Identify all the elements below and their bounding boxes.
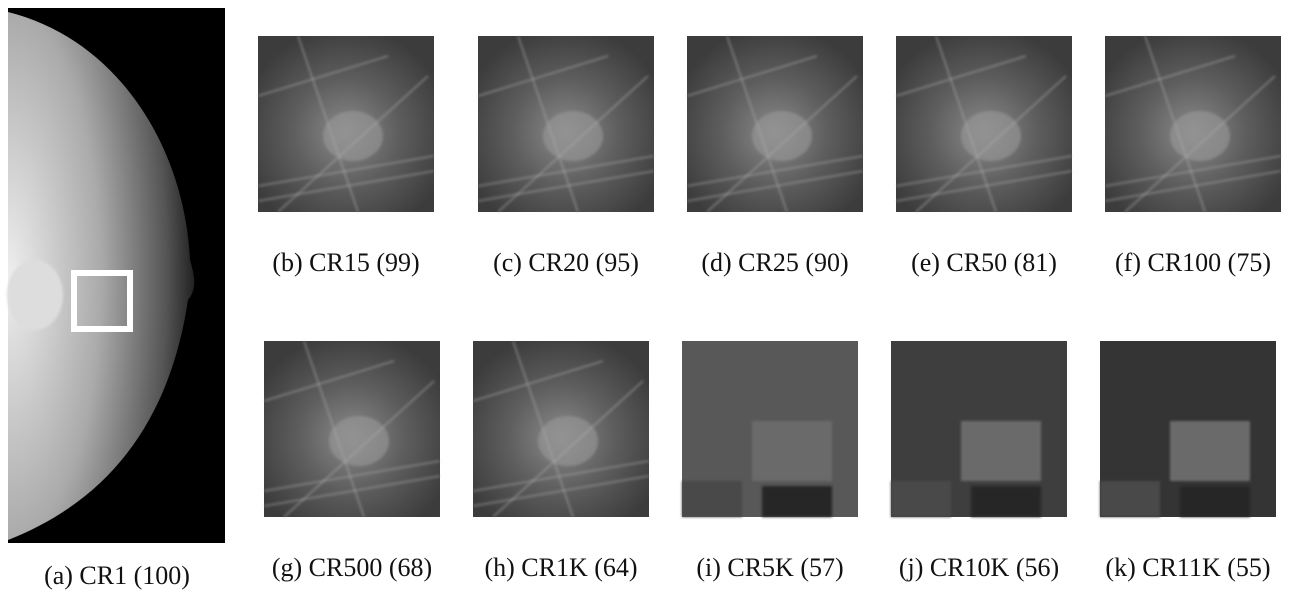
crop-image (891, 341, 1067, 517)
crop-image (682, 341, 858, 517)
block (762, 486, 832, 517)
crop-image (1100, 341, 1276, 517)
block (682, 481, 742, 517)
caption: (f) CR100 (75) (1115, 248, 1271, 277)
crop-image (258, 36, 434, 212)
crop-image (896, 36, 1072, 212)
caption: (h) CR1K (64) (484, 553, 637, 582)
block (1170, 421, 1250, 481)
figure: (a) CR1 (100) (b) CR15 (99) (c) CR20 (95)… (0, 0, 1306, 597)
caption: (e) CR50 (81) (911, 248, 1057, 277)
mammogram (7, 8, 225, 543)
caption: (c) CR20 (95) (493, 248, 639, 277)
block (891, 481, 951, 517)
crop-image (687, 36, 863, 212)
block (1100, 481, 1160, 517)
caption: (i) CR5K (57) (696, 553, 843, 582)
crop-image (264, 341, 440, 517)
block (961, 421, 1041, 481)
block (752, 421, 832, 481)
block (1180, 486, 1250, 517)
dense-region (7, 260, 63, 330)
block (971, 486, 1041, 517)
caption: (k) CR11K (55) (1105, 553, 1270, 582)
caption: (d) CR25 (90) (701, 248, 848, 277)
caption: (a) CR1 (100) (44, 561, 190, 590)
crop-image (473, 341, 649, 517)
caption: (g) CR500 (68) (272, 553, 432, 582)
crop-image (478, 36, 654, 212)
caption: (b) CR15 (99) (272, 248, 419, 277)
caption: (j) CR10K (56) (899, 553, 1059, 582)
crop-image (1105, 36, 1281, 212)
